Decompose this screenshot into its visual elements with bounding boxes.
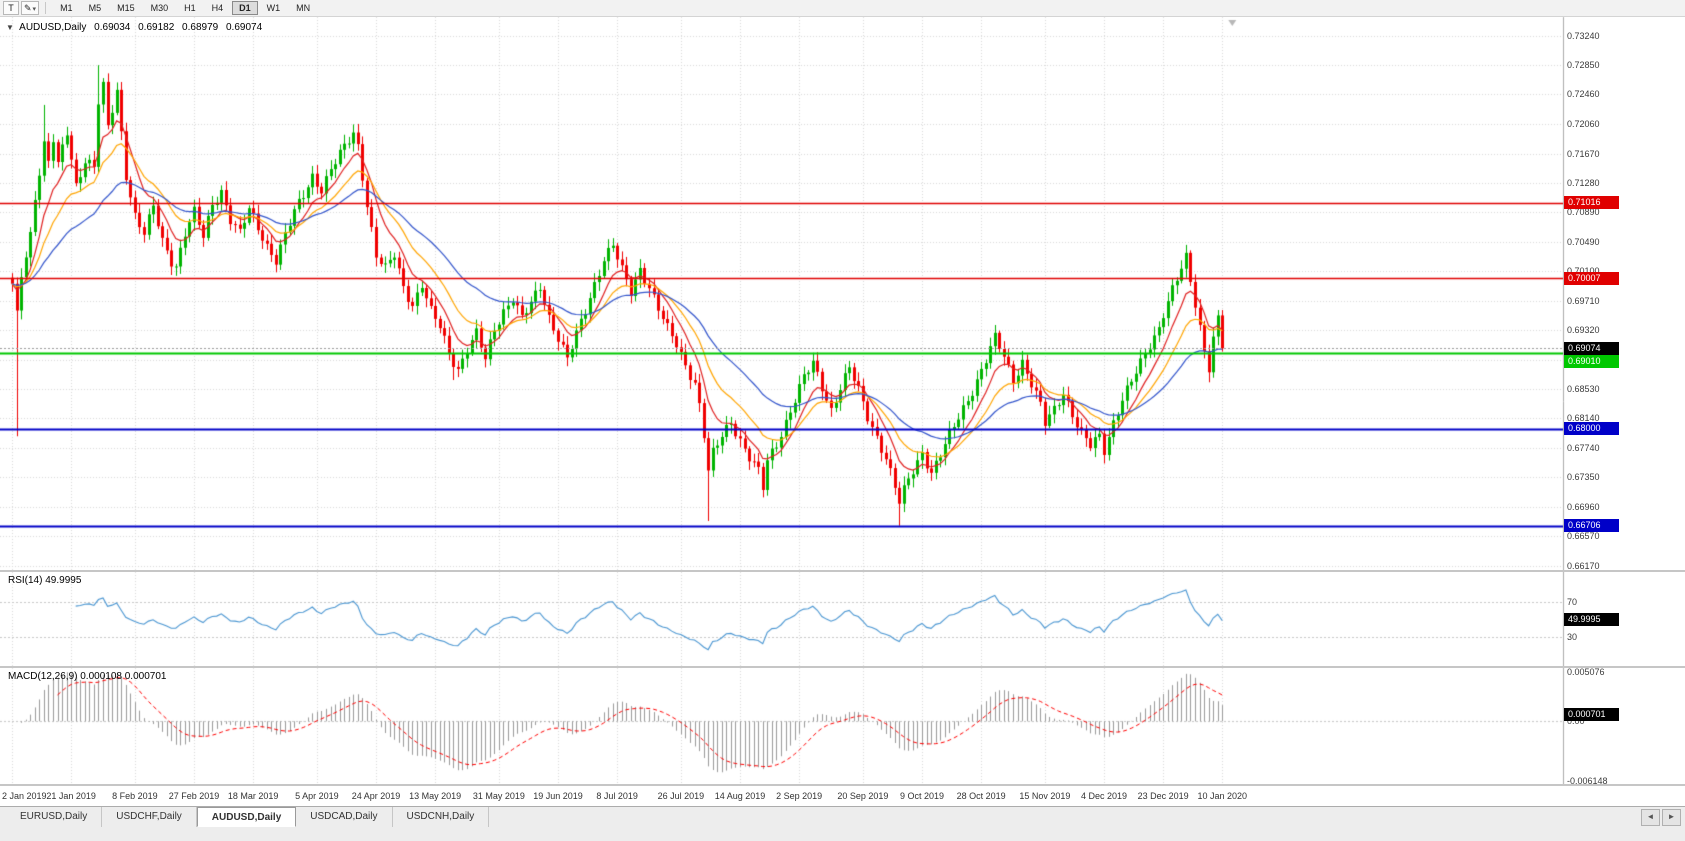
time-axis-label: 10 Jan 2020 bbox=[1197, 791, 1248, 801]
symbol-label: AUDUSD,Daily bbox=[19, 22, 87, 33]
chart-tab[interactable]: USDCHF,Daily bbox=[102, 807, 197, 827]
timeframe-button-H1[interactable]: H1 bbox=[177, 1, 203, 15]
time-axis-label: 23 Dec 2019 bbox=[1137, 791, 1189, 801]
panel-splitter[interactable] bbox=[0, 570, 1685, 572]
macd-header: MACD(12,26,9) 0.000108 0.000701 bbox=[8, 671, 167, 682]
time-axis-label: 20 Sep 2019 bbox=[837, 791, 889, 801]
drawing-tool-button[interactable]: ✎▾ bbox=[21, 1, 40, 15]
timeframe-button-H4[interactable]: H4 bbox=[205, 1, 231, 15]
chart-tab[interactable]: USDCAD,Daily bbox=[296, 807, 393, 827]
time-axis-label: 26 Jul 2019 bbox=[657, 791, 705, 801]
timeframe-buttons: M1 M5 M15 M30 H1 H4 D1 W1 MN bbox=[52, 1, 318, 15]
time-axis-label: 21 Jan 2019 bbox=[46, 791, 96, 801]
tabs-scroll-left-button[interactable]: ◄ bbox=[1641, 809, 1660, 826]
time-axis-label: 14 Aug 2019 bbox=[714, 791, 766, 801]
ohlc-low: 0.68979 bbox=[182, 22, 219, 33]
chart-tab[interactable]: USDCNH,Daily bbox=[393, 807, 490, 827]
timeframe-button-M15[interactable]: M15 bbox=[110, 1, 142, 15]
chart-tabs: EURUSD,Daily USDCHF,Daily AUDUSD,Daily USDC… bbox=[0, 807, 1685, 827]
panel-splitter[interactable] bbox=[0, 666, 1685, 668]
timeframe-button-M1[interactable]: M1 bbox=[53, 1, 80, 15]
tabs-scroll-right-button[interactable]: ► bbox=[1662, 809, 1681, 826]
time-axis-label: 8 Feb 2019 bbox=[112, 791, 158, 801]
time-axis-label: 18 Mar 2019 bbox=[227, 791, 279, 801]
time-axis-label: 5 Apr 2019 bbox=[295, 791, 339, 801]
time-axis-label: 4 Dec 2019 bbox=[1080, 791, 1128, 801]
chevron-down-icon: ▾ bbox=[32, 6, 37, 13]
time-axis-label: 24 Apr 2019 bbox=[351, 791, 401, 801]
time-axis-label: 15 Nov 2019 bbox=[1019, 791, 1071, 801]
timeframe-button-M5[interactable]: M5 bbox=[82, 1, 109, 15]
ohlc-open: 0.69034 bbox=[94, 22, 131, 33]
chart-tabbar: EURUSD,Daily USDCHF,Daily AUDUSD,Daily USDC… bbox=[0, 806, 1685, 841]
timeframe-button-M30[interactable]: M30 bbox=[144, 1, 176, 15]
time-axis-label: 8 Jul 2019 bbox=[596, 791, 638, 801]
collapse-arrow-icon[interactable]: ▼ bbox=[6, 23, 14, 32]
pencil-icon: ✎ bbox=[24, 3, 32, 13]
timeframe-button-W1[interactable]: W1 bbox=[260, 1, 288, 15]
ohlc-high: 0.69182 bbox=[138, 22, 175, 33]
tab-scroll-arrows: ◄ ► bbox=[1641, 809, 1681, 826]
chart-tab[interactable]: AUDUSD,Daily bbox=[196, 807, 297, 827]
time-axis-label: 28 Oct 2019 bbox=[956, 791, 1006, 801]
timeframe-button-MN[interactable]: MN bbox=[289, 1, 317, 15]
time-axis-label: 2 Sep 2019 bbox=[776, 791, 823, 801]
time-axis-label: 13 May 2019 bbox=[409, 791, 462, 801]
time-axis-label: 19 Jun 2019 bbox=[533, 791, 583, 801]
chart-ohlc-header: ▼ AUDUSD,Daily 0.69034 0.69182 0.68979 0… bbox=[6, 22, 267, 33]
timeframe-toolbar: T ✎▾ M1 M5 M15 M30 H1 H4 D1 W1 MN bbox=[0, 0, 1685, 17]
ohlc-close: 0.69074 bbox=[225, 22, 263, 33]
time-axis-label: 27 Feb 2019 bbox=[168, 791, 220, 801]
time-axis-label: 31 May 2019 bbox=[472, 791, 525, 801]
price-axis[interactable] bbox=[1563, 17, 1685, 784]
rsi-header: RSI(14) 49.9995 bbox=[8, 575, 82, 586]
timeframe-button-D1[interactable]: D1 bbox=[232, 1, 258, 15]
time-axis-label: 9 Oct 2019 bbox=[899, 791, 945, 801]
panel-splitter[interactable] bbox=[0, 784, 1685, 786]
chart-template-button[interactable]: T bbox=[3, 1, 19, 15]
time-axis-label: 2 Jan 2019 bbox=[2, 791, 47, 801]
toolbar-separator bbox=[45, 2, 47, 14]
chart-tab[interactable]: EURUSD,Daily bbox=[6, 807, 103, 827]
time-axis[interactable]: 2 Jan 2019 21 Jan 2019 8 Feb 2019 27 Feb 20… bbox=[0, 786, 1685, 806]
